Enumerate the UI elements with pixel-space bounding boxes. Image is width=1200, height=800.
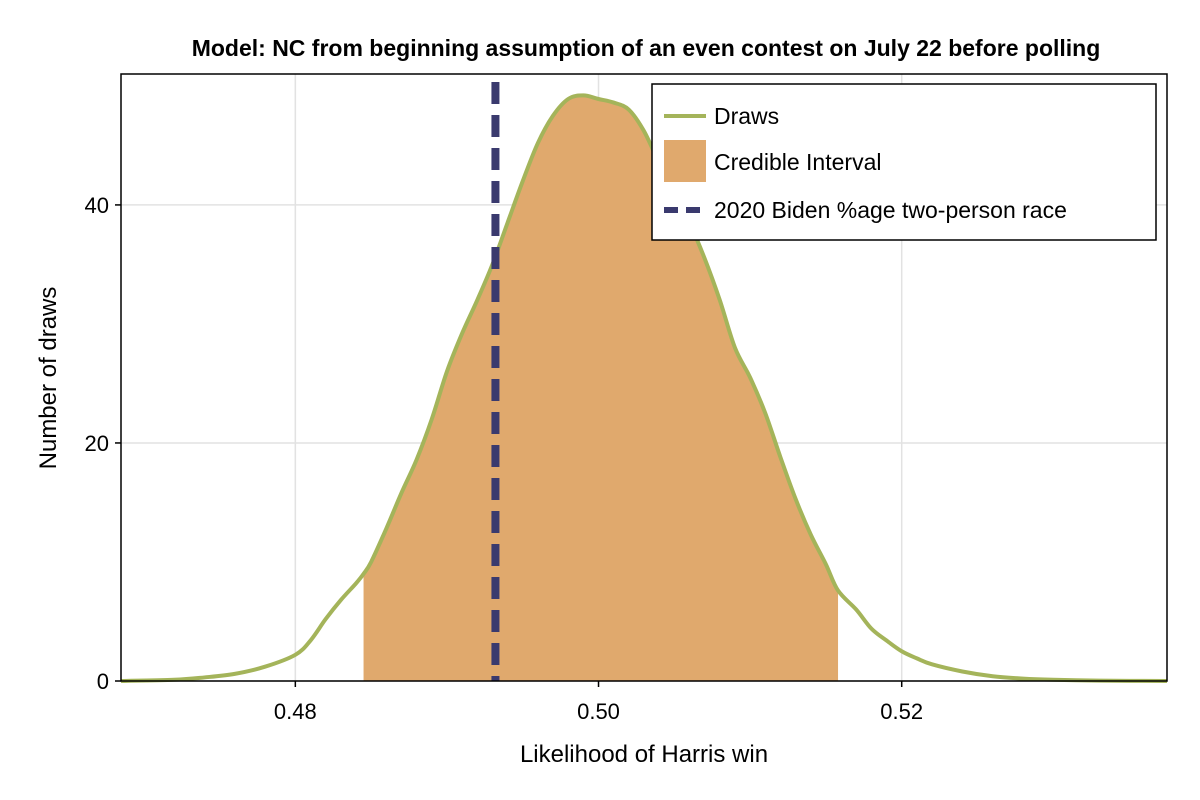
plot-frame — [120, 73, 1168, 682]
x-tick-label: 0.50 — [577, 699, 620, 724]
chart-title: Model: NC from beginning assumption of a… — [192, 35, 1101, 61]
x-tick-label: 0.48 — [274, 699, 317, 724]
legend-reference-label: 2020 Biden %age two-person race — [714, 197, 1067, 223]
y-axis-label: Number of draws — [35, 287, 62, 470]
credible-interval-area — [363, 95, 839, 682]
y-tick-label: 20 — [85, 431, 109, 456]
x-tick-label: 0.52 — [880, 699, 923, 724]
x-axis-label: Likelihood of Harris win — [520, 741, 768, 768]
legend: Draws Credible Interval 2020 Biden %age … — [651, 83, 1157, 241]
draws-line-layer — [120, 93, 1168, 683]
legend-draws-label: Draws — [714, 103, 779, 129]
draws-line — [120, 93, 1168, 683]
legend-box — [651, 83, 1157, 241]
y-tick-label: 40 — [85, 193, 109, 218]
credible-interval-layer — [363, 95, 839, 682]
x-axis-ticks: 0.48 0.50 0.52 — [274, 681, 923, 724]
legend-credible-interval-label: Credible Interval — [714, 149, 881, 175]
legend-credible-interval-swatch — [664, 140, 706, 182]
y-axis-ticks: 0 20 40 — [85, 193, 121, 694]
y-tick-label: 0 — [97, 669, 109, 694]
